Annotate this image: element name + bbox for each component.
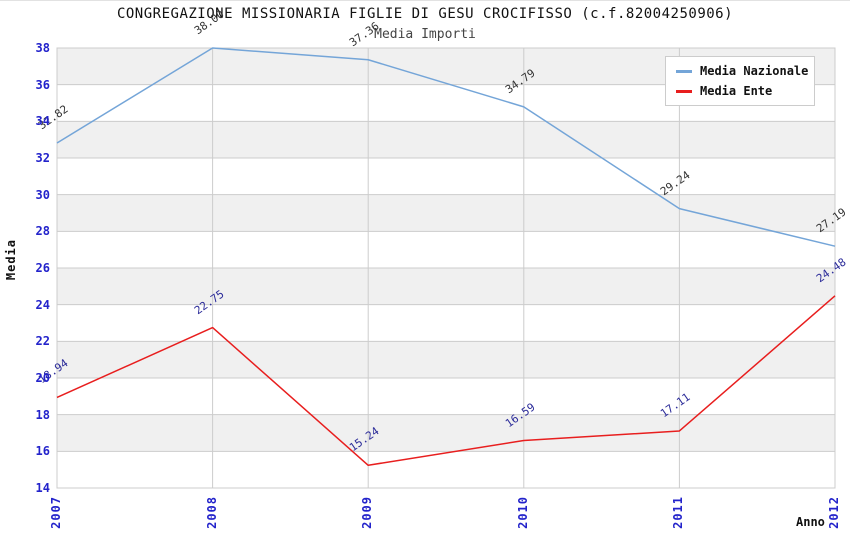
x-axis-tick-label: 2009 (360, 496, 375, 529)
y-axis-title: Media (4, 239, 18, 281)
x-axis-tick-label: 2007 (49, 496, 63, 529)
y-axis-tick-label: 28 (35, 224, 50, 239)
y-axis-tick-label: 18 (35, 407, 50, 422)
x-axis-title: Anno (796, 515, 825, 529)
legend-item-media-ente: Media Ente (676, 84, 814, 98)
y-axis-tick-label: 24 (35, 297, 50, 312)
y-axis-tick-label: 22 (35, 334, 50, 349)
y-axis-tick-label: 16 (35, 444, 50, 459)
chart-subtitle: Media Importi (374, 27, 476, 42)
y-axis-tick-label: 30 (35, 187, 50, 202)
x-axis-tick-label: 2010 (515, 496, 530, 529)
legend: Media Nazionale Media Ente (665, 56, 815, 106)
series-line-media-ente (56, 295, 836, 467)
legend-label: Media Nazionale (700, 64, 809, 78)
plot-band (57, 268, 835, 305)
y-axis-tick-label: 26 (35, 261, 50, 275)
chart-title: CONGREGAZIONE MISSIONARIA FIGLIE DI GESU… (116, 6, 734, 22)
legend-label: Media Ente (700, 84, 773, 98)
plot-band (57, 341, 835, 378)
plot-border (56, 47, 836, 489)
plot-band (57, 194, 835, 232)
y-axis-tick-label: 32 (35, 151, 50, 165)
y-axis-tick-label: 34 (35, 114, 50, 129)
y-axis-tick-label: 38 (35, 41, 50, 55)
plot-band (57, 121, 835, 158)
x-axis-tick-label: 2011 (671, 496, 686, 529)
plot-band (57, 414, 835, 452)
x-axis-tick-label: 2008 (204, 496, 219, 529)
y-axis-tick-label: 20 (35, 371, 50, 385)
legend-item-media-nazionale: Media Nazionale (676, 64, 814, 78)
x-axis-tick-label: 2012 (827, 496, 841, 529)
series-line-media-nazionale (56, 47, 836, 247)
y-axis-tick-label: 14 (35, 481, 50, 495)
legend-line-swatch-blue (676, 69, 692, 73)
y-axis-tick-label: 36 (35, 77, 50, 92)
legend-line-swatch-red (676, 89, 692, 93)
